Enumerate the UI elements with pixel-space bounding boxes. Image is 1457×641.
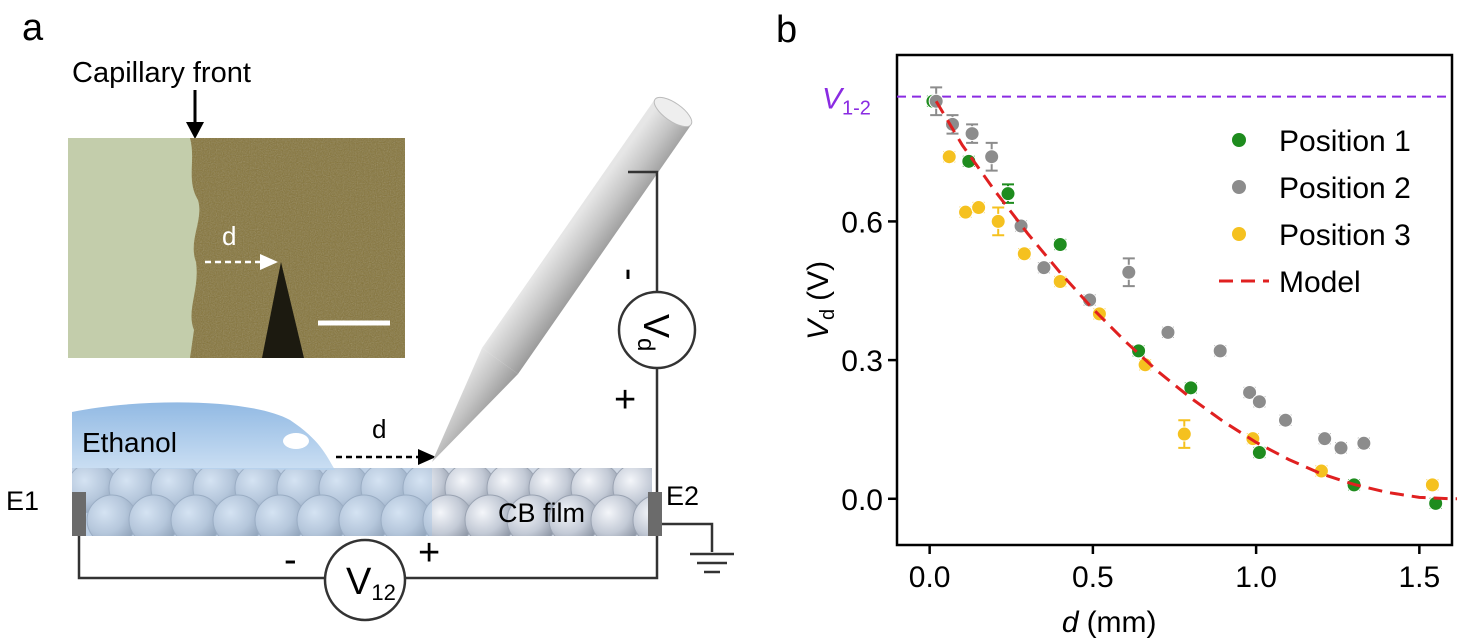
wire: [405, 536, 659, 580]
v12-minus: -: [284, 539, 297, 581]
voltmeter: [323, 538, 407, 622]
x-tick-label: 1.5: [1398, 561, 1440, 594]
data-point: [1317, 431, 1333, 447]
data-point: [964, 126, 980, 142]
data-point: [1016, 246, 1032, 262]
electrode: [72, 492, 86, 536]
e2-label: E2: [666, 481, 699, 511]
wire: [628, 170, 659, 292]
reference-subscript: 1-2: [842, 98, 871, 120]
legend-label: Position 1: [1279, 125, 1411, 158]
plot: 0.0 0.5 1.0 1.50.00.30.6d (mm)Vd(V)V1-2Posit…: [802, 53, 1457, 639]
arrow-d-label: d: [372, 414, 386, 444]
wire: [662, 522, 714, 552]
data-point: [1121, 264, 1137, 280]
v12-label: V12: [346, 561, 396, 605]
probe-shaft: [482, 99, 691, 374]
data-point: [971, 200, 987, 216]
data-point: [1356, 435, 1372, 451]
data-point: [1176, 426, 1192, 442]
data-point: [1278, 412, 1293, 428]
electrode: [648, 492, 662, 536]
legend-swatch: [1232, 227, 1246, 241]
vd-symbol: V: [636, 314, 677, 338]
y-tick-label: 0.0: [841, 484, 883, 517]
wire: [77, 536, 325, 580]
ethanol-label: Ethanol: [82, 427, 177, 458]
vd-minus: -: [609, 268, 651, 281]
highlight: [283, 433, 309, 449]
data-point: [1333, 440, 1349, 456]
data-point: [941, 149, 957, 165]
wet-film: [72, 468, 432, 536]
particle: [632, 495, 652, 536]
capillary-label: Capillary front: [72, 57, 251, 89]
particles: [72, 468, 652, 536]
arrow-head: [186, 122, 204, 139]
probe-top: [653, 96, 693, 128]
data-point: [990, 213, 1006, 229]
v12-symbol: V: [346, 561, 372, 603]
data-point: [1424, 477, 1440, 493]
e1-label: E1: [6, 486, 39, 516]
x-axis-label: d (mm): [1062, 606, 1157, 639]
x-tick-label: 0.5: [1072, 561, 1114, 594]
legend-label: Position 2: [1279, 172, 1411, 205]
x-tick-label: 1.0: [1235, 561, 1277, 594]
legend-label: Model: [1279, 266, 1361, 299]
v12-plus: +: [418, 532, 440, 574]
data-point: [984, 149, 1000, 165]
y-label-subscript: d: [817, 309, 839, 320]
vd-plus: +: [614, 379, 636, 421]
voltmeter: [617, 290, 697, 370]
ethanol-drop: [72, 402, 335, 470]
legend-label: Position 3: [1279, 219, 1411, 252]
y-tick-label: 0.3: [841, 345, 883, 378]
v12-subscript: 12: [371, 580, 395, 605]
data-point: [1131, 343, 1147, 359]
data-point: [958, 204, 974, 220]
data-point: [1052, 237, 1068, 253]
data-point: [1242, 384, 1258, 400]
data-point: [1251, 394, 1267, 410]
data-point: [1251, 445, 1267, 461]
panel-label: a: [22, 7, 44, 49]
data-point: [1000, 186, 1016, 202]
data-point: [1160, 324, 1176, 340]
model-line: [934, 100, 1457, 501]
data-point: [1036, 260, 1052, 276]
x-label-symbol: d: [1062, 606, 1080, 639]
plot-frame: [895, 53, 1454, 547]
vd-label: Vd: [632, 314, 677, 351]
arrow-head: [418, 449, 436, 465]
probe-tip: [432, 348, 518, 462]
y-label-symbol: V: [802, 317, 835, 340]
y-axis-label: Vd (V): [802, 261, 839, 340]
legend-swatch: [1232, 180, 1246, 194]
y-label-unit: (V): [802, 261, 835, 301]
reference-label: V1-2: [822, 83, 871, 120]
data-point: [1428, 495, 1444, 511]
y-tick-label: 0.6: [841, 206, 883, 239]
panel-label: b: [776, 9, 797, 51]
data-point: [1212, 343, 1228, 359]
legend-swatch: [1232, 133, 1246, 147]
x-label-unit: (mm): [1087, 606, 1157, 639]
reference-symbol: V: [822, 83, 845, 116]
vd-subscript: d: [632, 338, 659, 351]
arrow-head: [260, 254, 278, 270]
liquid-region: [68, 138, 200, 358]
image-d-label: d: [222, 221, 236, 251]
data-point: [1183, 380, 1199, 396]
x-tick-label: 0.0: [909, 561, 951, 594]
micrograph: [68, 138, 405, 358]
probe-shadow: [262, 262, 304, 358]
cb-film-label: CB film: [498, 498, 585, 528]
data-point: [1052, 274, 1068, 290]
